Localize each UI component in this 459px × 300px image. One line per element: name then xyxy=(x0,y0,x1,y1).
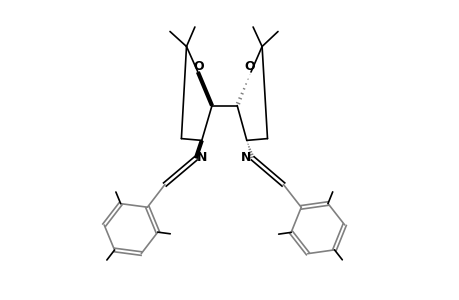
Text: O: O xyxy=(193,59,204,73)
Text: N: N xyxy=(197,151,207,164)
Text: N: N xyxy=(241,151,251,164)
Text: O: O xyxy=(244,59,255,73)
